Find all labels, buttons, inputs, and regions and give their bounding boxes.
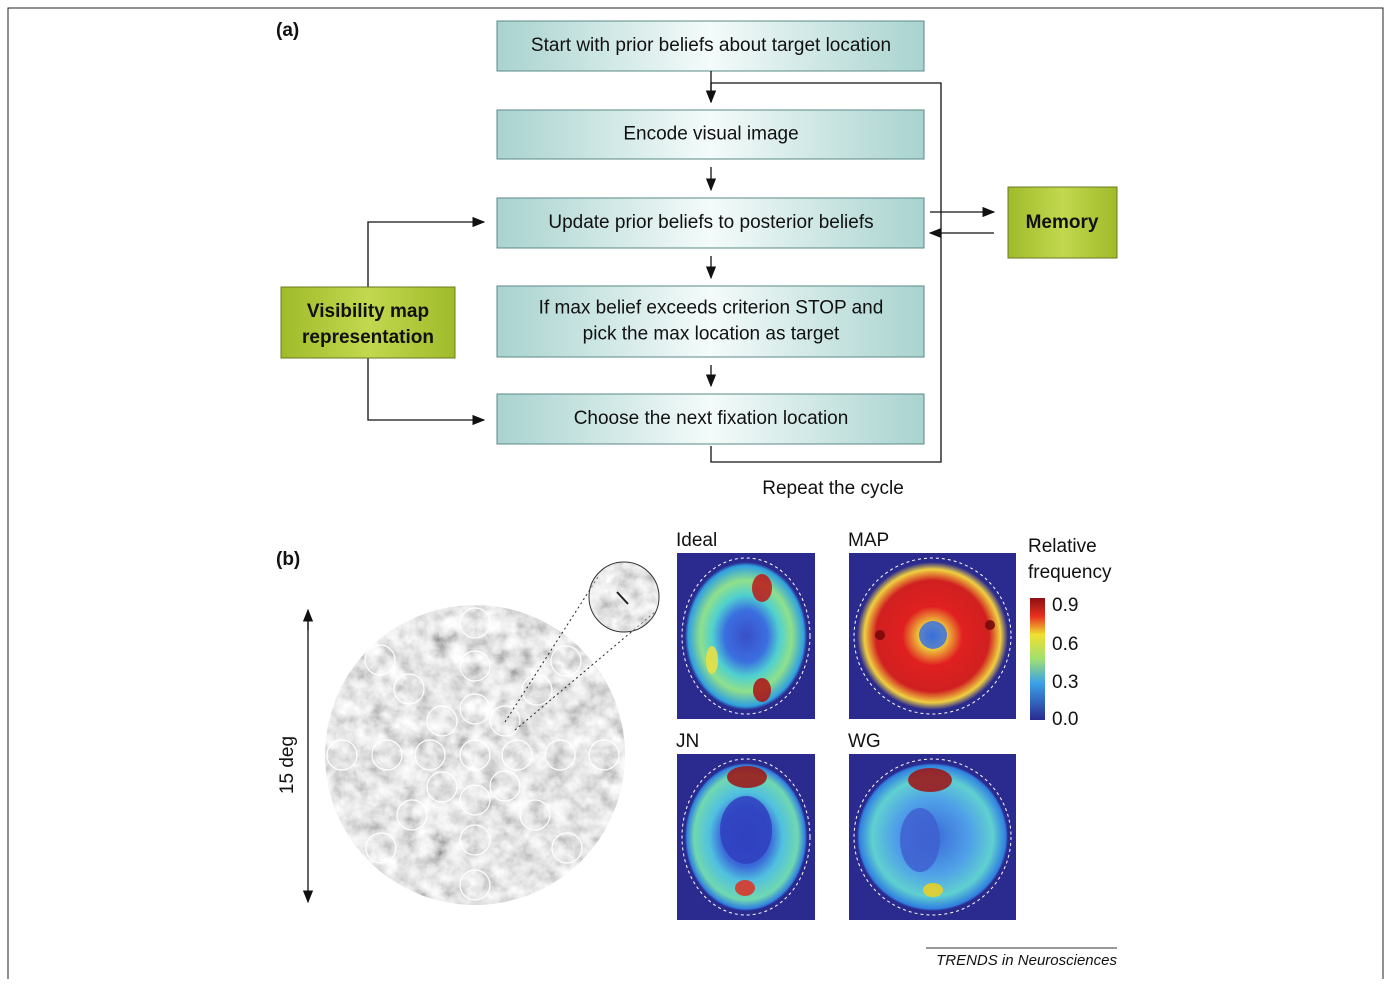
visibility-label: Visibility map <box>307 301 429 322</box>
colorbar-tick-label: 0.0 <box>1052 709 1078 730</box>
panel-label: (a) <box>276 20 299 41</box>
map-label: JN <box>676 731 699 752</box>
stimulus-disc <box>325 605 625 905</box>
figure: (a) Start with prior beliefs about targe… <box>0 0 1391 979</box>
repeat-label: Repeat the cycle <box>762 478 904 499</box>
heatmap-blob <box>735 880 755 896</box>
colorbar-title: frequency <box>1028 562 1112 583</box>
heatmaps: Ideal MAP JN WG <box>676 530 1016 920</box>
visibility-label: representation <box>302 327 434 348</box>
heatmap-blob <box>727 766 767 788</box>
memory-label: Memory <box>1026 212 1099 233</box>
colorbar-tick-label: 0.9 <box>1052 595 1078 616</box>
step-label: Update prior beliefs to posterior belief… <box>548 212 873 233</box>
panel-label: (b) <box>276 549 300 570</box>
heatmap <box>685 562 807 710</box>
map-label: MAP <box>848 530 889 551</box>
colorbar-ticks: 0.9 0.6 0.3 0.0 <box>1052 595 1078 730</box>
map-label: WG <box>848 731 881 752</box>
step-label: Choose the next fixation location <box>574 408 849 429</box>
step-label: If max belief exceeds criterion STOP and <box>539 298 884 319</box>
colorbar-title: Relative <box>1028 536 1097 557</box>
heatmap-blob <box>923 883 943 897</box>
heatmap-blob <box>919 621 947 649</box>
heatmap-blob <box>720 796 772 864</box>
heatmap-blob <box>908 768 952 792</box>
heatmap-blob <box>753 678 771 702</box>
step-label: pick the max location as target <box>583 324 840 345</box>
heatmap-blob <box>985 620 995 630</box>
heatmap-blob <box>875 630 885 640</box>
step-label: Encode visual image <box>623 124 798 145</box>
heatmap-blob <box>900 808 940 872</box>
step-label: Start with prior beliefs about target lo… <box>531 35 891 56</box>
heatmap-blob <box>752 574 772 602</box>
colorbar-tick-label: 0.6 <box>1052 634 1078 655</box>
colorbar <box>1030 598 1045 720</box>
map-label: Ideal <box>676 530 717 551</box>
footer: TRENDS in Neurosciences <box>936 952 1117 969</box>
heatmap-blob <box>706 646 718 674</box>
scale-label: 15 deg <box>277 736 298 794</box>
colorbar-tick-label: 0.3 <box>1052 672 1078 693</box>
